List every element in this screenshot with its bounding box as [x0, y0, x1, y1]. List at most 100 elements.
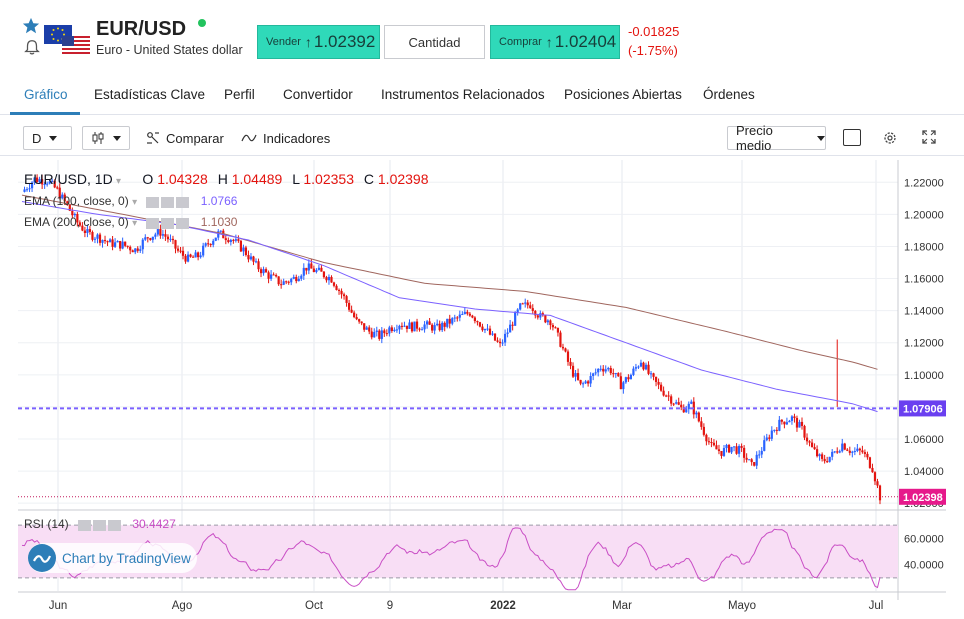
candle-body — [481, 326, 484, 331]
price-chart[interactable]: 1.22000 1.20000 1.18000 1.16000 1.14000 1.120… — [18, 160, 946, 616]
interval-select[interactable]: D — [23, 126, 72, 150]
candle-body — [347, 302, 351, 310]
candle-body — [602, 368, 605, 372]
candle-body — [25, 189, 29, 191]
candle-body — [453, 317, 456, 319]
candle-body — [559, 332, 562, 347]
price-tick-label: 1.06000 — [904, 434, 944, 446]
indicator-controls-icon[interactable] — [78, 518, 123, 532]
candle-body — [725, 444, 728, 449]
candle-body — [305, 267, 308, 271]
chart-type-select[interactable] — [82, 126, 130, 150]
candle-body — [56, 187, 59, 189]
tab-instrumentos-relacionados[interactable]: Instrumentos Relacionados — [381, 87, 545, 102]
candle-body — [629, 374, 633, 380]
tradingview-badge[interactable]: Chart by TradingView — [28, 543, 197, 573]
legend-open-value: 1.04328 — [157, 171, 208, 187]
candle-body — [511, 324, 514, 326]
price-mode-select[interactable]: Precio medio — [727, 123, 826, 153]
chevron-down-icon[interactable]: ▾ — [116, 176, 122, 187]
time-tick-label: Jun — [49, 600, 68, 612]
candle-body — [254, 261, 258, 263]
candle-body — [186, 254, 190, 262]
indicators-icon[interactable] — [241, 131, 257, 145]
sell-button[interactable]: Vender ↑ 1.02392 — [257, 25, 380, 59]
chart-canvas[interactable]: 1.22000 1.20000 1.18000 1.16000 1.14000 1.120… — [18, 160, 946, 616]
candle-body — [690, 401, 693, 404]
candle-body — [463, 311, 466, 315]
candle-body — [295, 276, 298, 282]
candle-body — [468, 313, 471, 316]
candle-body — [98, 234, 102, 243]
candle-body — [388, 327, 391, 334]
candle-body — [654, 376, 658, 382]
candle-body — [438, 323, 441, 331]
indicator-controls-icon[interactable] — [146, 216, 191, 230]
gear-icon[interactable] — [882, 130, 898, 146]
candle-body — [239, 240, 243, 252]
indicators-button[interactable]: Indicadores — [263, 131, 331, 146]
candle-body — [423, 324, 426, 330]
rsi-value: 30.4427 — [132, 517, 176, 531]
buy-price: 1.02404 — [554, 32, 617, 51]
candle-body — [431, 324, 434, 331]
candle-body — [297, 278, 300, 282]
indicator-controls-icon[interactable] — [146, 195, 191, 209]
tab-perfil[interactable]: Perfil — [224, 87, 255, 102]
legend-high-value: 1.04489 — [231, 171, 283, 187]
candle-body — [813, 447, 816, 450]
compare-icon[interactable] — [145, 130, 161, 146]
candle-body — [541, 313, 544, 316]
ema100-legend[interactable]: EMA (100, close, 0) ▾ 1.0766 — [24, 194, 237, 209]
legend-low-value: 1.02353 — [303, 171, 354, 187]
time-tick-label: Oct — [305, 600, 324, 612]
quantity-input[interactable]: Cantidad — [384, 25, 485, 59]
candle-body — [587, 381, 590, 384]
candle-body — [214, 237, 217, 241]
candle-body — [652, 373, 655, 377]
bell-icon[interactable] — [23, 38, 41, 56]
fullscreen-icon[interactable] — [922, 130, 936, 144]
rsi-legend[interactable]: RSI (14) 30.4427 — [24, 517, 176, 532]
candle-body — [383, 330, 386, 334]
legend-high-key: H — [217, 171, 228, 187]
candle-body — [83, 230, 87, 234]
candle-body — [501, 342, 504, 344]
candle-body — [35, 177, 39, 182]
candle-body — [410, 322, 414, 332]
square-toggle-button[interactable] — [843, 129, 861, 146]
candle-body — [866, 453, 869, 458]
candle-body — [73, 213, 76, 216]
buy-button[interactable]: Comprar ↑ 1.02404 — [490, 25, 620, 59]
candle-body — [576, 373, 580, 380]
candle-body — [436, 323, 439, 326]
candle-body — [264, 269, 268, 273]
candle-body — [836, 451, 839, 453]
candle-body — [380, 330, 383, 339]
candle-body — [111, 239, 114, 247]
star-icon[interactable] — [22, 17, 40, 35]
tradingview-logo-icon — [28, 544, 56, 572]
tab-estadisticas-clave[interactable]: Estadísticas Clave — [94, 87, 206, 102]
candle-body — [171, 238, 175, 241]
ema200-legend[interactable]: EMA (200, close, 0) ▾ 1.1030 — [24, 215, 237, 230]
candle-body — [838, 451, 841, 453]
candle-body — [337, 289, 341, 291]
candle-body — [33, 177, 36, 183]
ema100-line — [21, 201, 878, 413]
candle-body — [212, 240, 215, 245]
candle-body — [750, 459, 753, 463]
candle-body — [493, 333, 497, 341]
tab-convertidor[interactable]: Convertidor — [283, 87, 353, 102]
compare-button[interactable]: Comparar — [166, 131, 224, 146]
legend-close-key: C — [363, 171, 374, 187]
candle-body — [425, 321, 429, 325]
candle-body — [209, 244, 212, 246]
tab-ordenes[interactable]: Órdenes — [703, 87, 755, 102]
tab-posiciones-abiertas[interactable]: Posiciones Abiertas — [564, 87, 682, 102]
candle-body — [876, 481, 879, 486]
candle-body — [705, 434, 708, 442]
candle-body — [790, 416, 794, 421]
tab-grafico[interactable]: Gráfico — [24, 87, 68, 102]
candle-body — [428, 321, 431, 325]
